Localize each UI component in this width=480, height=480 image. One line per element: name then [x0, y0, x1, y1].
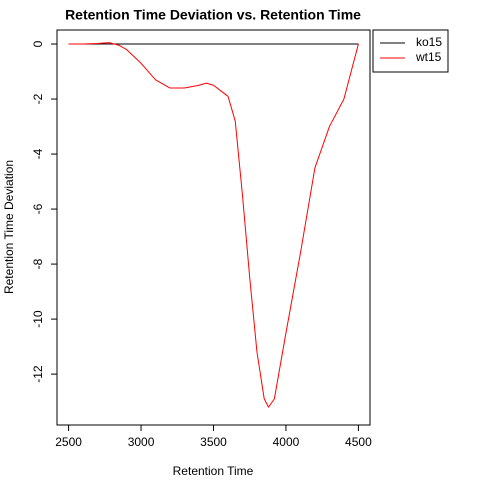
y-tick-label: 0 [31, 40, 45, 47]
x-axis-label: Retention Time [173, 464, 254, 478]
x-tick-label: 4500 [345, 435, 372, 449]
legend-label: ko15 [416, 35, 442, 49]
y-tick-label: -2 [31, 93, 45, 104]
y-tick-label: -12 [31, 365, 45, 383]
series-line [68, 42, 359, 408]
x-tick-label: 3500 [200, 435, 227, 449]
chart-title: Retention Time Deviation vs. Retention T… [65, 7, 361, 23]
x-tick-label: 3000 [128, 435, 155, 449]
y-tick-label: -4 [31, 148, 45, 159]
y-tick-label: -6 [31, 203, 45, 214]
y-axis-label: Retention Time Deviation [2, 160, 16, 294]
x-tick-label: 2500 [55, 435, 82, 449]
x-tick-label: 4000 [273, 435, 300, 449]
legend-label: wt15 [415, 50, 442, 64]
legend-box [372, 29, 449, 73]
y-tick-label: -10 [31, 310, 45, 328]
y-tick-label: -8 [31, 258, 45, 269]
